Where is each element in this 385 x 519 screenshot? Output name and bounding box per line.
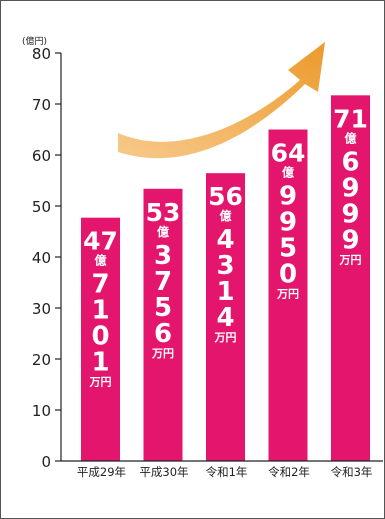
bar-label-oku-unit: 億 [219, 208, 231, 223]
growth-arrow [118, 42, 325, 159]
bar [331, 95, 370, 462]
y-tick-label: 80 [32, 45, 51, 63]
y-tick-label: 0 [41, 453, 51, 471]
y-tick-label: 60 [32, 147, 51, 165]
bar-label-man-digit: 9 [341, 225, 359, 255]
bar-label-man-unit: 万円 [276, 288, 299, 301]
bar-label-oku-value: 53 [146, 198, 181, 227]
bar-label-man-digit: 4 [216, 303, 234, 333]
bar-label-man-digit: 6 [154, 319, 172, 349]
bar [81, 217, 120, 461]
bar-label-man-digit: 5 [154, 293, 172, 323]
bar-label-man-digit: 3 [216, 251, 234, 281]
bar-label-man-digit: 0 [91, 322, 109, 352]
bar-label-man-digit: 9 [341, 199, 359, 229]
bar-label-man-digit: 4 [216, 225, 234, 255]
bar-label-oku-unit: 億 [157, 224, 169, 239]
bar-label-oku-unit: 億 [282, 165, 294, 180]
bar-label-man-digit: 7 [91, 270, 109, 300]
bar-label-man-unit: 万円 [89, 376, 112, 389]
bar-label-man-digit: 9 [279, 182, 297, 212]
bar-label-man-digit: 9 [341, 173, 359, 203]
bar-label-man-unit: 万円 [151, 347, 174, 360]
bar-label-man-digit: 5 [279, 234, 297, 264]
y-tick-label: 10 [32, 402, 51, 420]
bar-label-man-digit: 1 [91, 296, 109, 326]
bar-label-man-digit: 0 [279, 260, 297, 290]
bar-label-man-digit: 9 [279, 208, 297, 238]
y-tick-label: 30 [32, 300, 51, 318]
y-axis-unit-label: (億円) [22, 35, 47, 47]
bar-label-man-unit: 万円 [339, 253, 362, 266]
bar-label-oku-unit: 億 [344, 130, 356, 145]
x-category-label: 令和1年 [206, 465, 248, 479]
x-category-label: 令和3年 [331, 465, 373, 479]
bar-label-man-digit: 1 [91, 348, 109, 378]
x-category-label: 平成29年 [77, 465, 126, 479]
bar-label-man-unit: 万円 [214, 331, 237, 344]
bar [143, 188, 183, 462]
x-category-label: 平成30年 [139, 465, 188, 479]
bar-label-man-digit: 6 [341, 147, 359, 177]
bar [206, 173, 245, 461]
bar [268, 129, 308, 461]
bar-label-oku-unit: 億 [94, 253, 106, 268]
bar-label-man-digit: 1 [216, 277, 234, 307]
bar-label-oku-value: 56 [208, 182, 243, 211]
y-tick-label: 20 [32, 351, 51, 369]
bar-label-man-digit: 3 [154, 241, 172, 271]
x-category-label: 令和2年 [268, 465, 310, 479]
y-tick-label: 70 [32, 96, 51, 114]
bar-label-man-digit: 7 [154, 267, 172, 297]
bar-label-oku-value: 71 [333, 104, 368, 133]
y-tick-label: 40 [32, 249, 51, 267]
y-tick-label: 50 [32, 198, 51, 216]
bar-label-oku-value: 64 [271, 139, 306, 168]
bar-label-oku-value: 47 [83, 227, 118, 256]
